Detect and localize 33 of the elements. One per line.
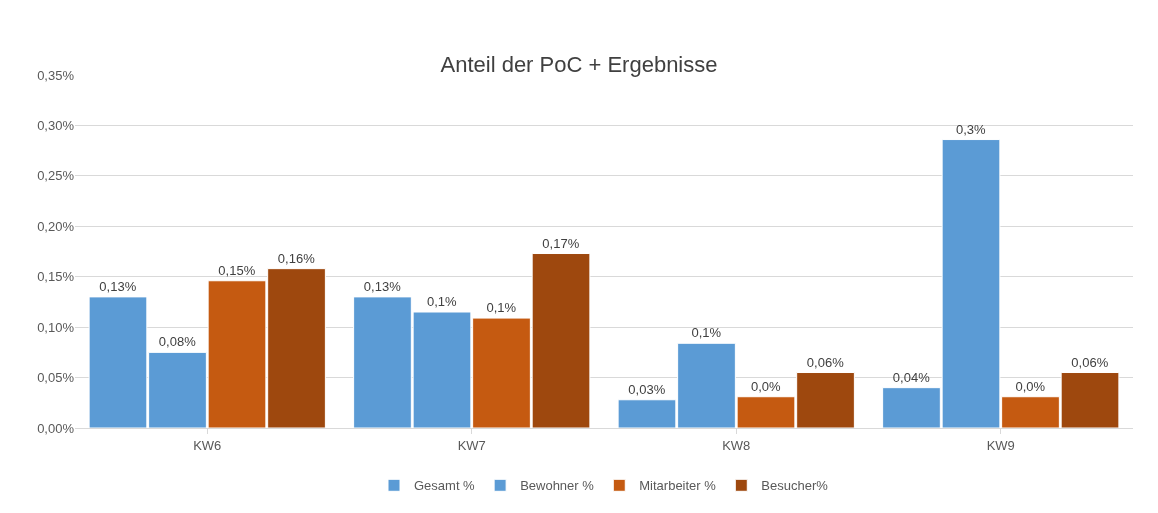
y-tick-label: 0,15%: [37, 269, 75, 285]
data-label: 0,3%: [955, 121, 987, 137]
data-label: 0,17%: [542, 235, 580, 251]
data-label: 0,0%: [1015, 378, 1046, 394]
data-label: 0,1%: [426, 294, 458, 310]
data-label: 0,04%: [892, 369, 931, 385]
x-tick-label: KW8: [722, 437, 751, 453]
legend-label: Mitarbeiter %: [639, 478, 717, 494]
x-tick-label: KW9: [986, 437, 1015, 453]
data-label: 0,06%: [806, 354, 845, 370]
y-tick-label: 0,25%: [37, 168, 75, 184]
data-label: 0,13%: [363, 278, 402, 294]
y-tick-label: 0,30%: [37, 117, 75, 133]
chart-title: Anteil der PoC + Ergebnisse: [440, 51, 718, 77]
data-label: 0,1%: [486, 300, 517, 316]
data-label: 0,08%: [158, 334, 197, 350]
y-tick-label: 0,05%: [37, 370, 75, 386]
legend-label: Bewohner %: [520, 478, 595, 494]
x-tick-label: KW6: [193, 437, 222, 453]
data-label: 0,1%: [691, 325, 722, 341]
data-label: 0,06%: [1071, 354, 1109, 370]
y-tick-label: 0,10%: [37, 319, 75, 335]
y-tick-label: 0,20%: [37, 218, 75, 234]
x-tick-label: KW7: [457, 437, 486, 453]
data-label: 0,15%: [218, 262, 256, 278]
data-label: 0,13%: [99, 278, 137, 294]
data-label: 0,03%: [628, 381, 666, 397]
data-label: 0,16%: [277, 250, 316, 266]
legend-label: Besucher%: [761, 478, 829, 494]
y-tick-label: 0,00%: [37, 420, 75, 436]
data-label: 0,0%: [750, 378, 782, 394]
legend-label: Gesamt %: [414, 478, 476, 494]
y-tick-label: 0,35%: [37, 67, 75, 83]
